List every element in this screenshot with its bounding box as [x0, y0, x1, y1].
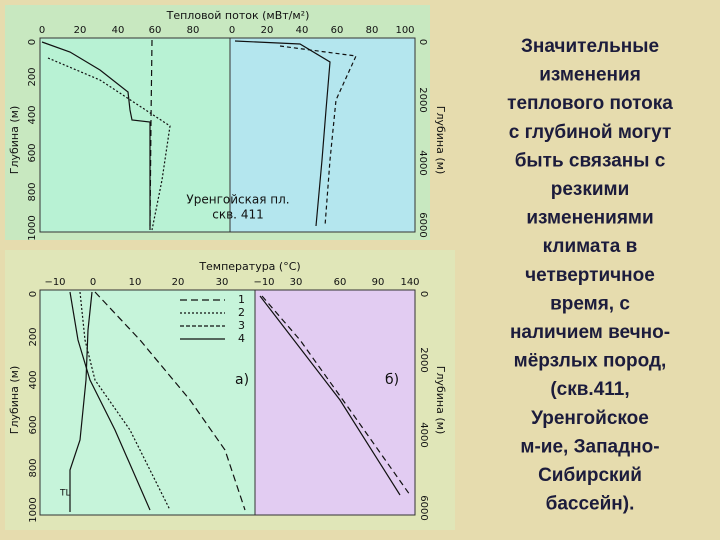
- y-tick-label: 6000: [418, 495, 429, 520]
- figure-title: Тепловой поток (мВт/м²): [166, 9, 310, 22]
- y-tick-label: 400: [28, 370, 39, 389]
- x-tick-label: 0: [229, 25, 235, 36]
- slide-text-line: резкими: [551, 179, 630, 200]
- y-axis-label: Глубина (м): [8, 366, 21, 435]
- slide-text-line: м-ие, Западно-: [520, 436, 659, 457]
- y-tick-label: 4000: [417, 150, 428, 175]
- slide-text-line: теплового потока: [507, 93, 673, 114]
- x-tick-label: 60: [334, 277, 347, 288]
- slide-text-line: наличием вечно-: [510, 322, 670, 343]
- curve: [94, 291, 246, 511]
- slide-text-line: с глубиной могут: [509, 122, 672, 143]
- curve: [41, 41, 151, 230]
- y-tick-label: 800: [28, 458, 39, 477]
- y-tick-label: 400: [27, 105, 38, 124]
- slide-text-line: быть связаны с: [515, 150, 666, 171]
- plot-panel: [39, 37, 231, 233]
- legend-label: 4: [238, 332, 245, 345]
- curve: [69, 291, 93, 512]
- plot-panel: [39, 289, 256, 516]
- x-tick-label: 30: [216, 277, 229, 288]
- annotation: Уренгойская пл.: [186, 193, 289, 207]
- x-tick-label: 60: [331, 25, 344, 36]
- slide-text-line: климата в: [543, 236, 638, 257]
- y-tick-label: 200: [27, 67, 38, 86]
- x-tick-label: 0: [39, 25, 45, 36]
- panel-label: б): [385, 372, 399, 388]
- plot-panel: [229, 37, 416, 233]
- slide-text-line: изменения: [539, 65, 641, 86]
- x-tick-label: 60: [149, 25, 162, 36]
- legend-label: 2: [238, 306, 245, 319]
- x-tick-label: 0: [90, 277, 96, 288]
- x-tick-label: 20: [261, 25, 274, 36]
- x-tick-label: 100: [395, 25, 414, 36]
- x-tick-label: 80: [187, 25, 200, 36]
- y-tick-label: 600: [28, 415, 39, 434]
- y-tick-label: 1000: [27, 215, 38, 240]
- slide-text-line: Сибирский: [538, 465, 642, 486]
- x-tick-label: 10: [129, 277, 142, 288]
- legend-label: 3: [238, 319, 245, 332]
- curve: [69, 291, 151, 511]
- x-tick-label: 140: [400, 277, 419, 288]
- y-tick-label: 200: [28, 327, 39, 346]
- x-tick-label: 80: [366, 25, 379, 36]
- y-tick-label: 0: [27, 39, 38, 45]
- y-tick-label: 2000: [417, 87, 428, 112]
- curve: [79, 291, 171, 511]
- slide-text-line: (скв.411,: [550, 379, 629, 400]
- curve: [47, 57, 171, 231]
- y-axis-label: Глубина (м): [434, 106, 447, 175]
- y-tick-label: 0: [417, 39, 428, 45]
- y-tick-label: 0: [28, 291, 39, 297]
- slide-text-line: Значительные: [521, 36, 659, 57]
- slide-text-line: четвертичное: [525, 265, 655, 286]
- legend: 1 2 3 4: [180, 293, 245, 345]
- y-tick-label: 600: [27, 143, 38, 162]
- x-tick-label: 30: [290, 277, 303, 288]
- curve: [259, 295, 401, 496]
- y-tick-label: 800: [27, 182, 38, 201]
- figure-title: Температура (°C): [198, 260, 300, 273]
- y-tick-label: 6000: [417, 212, 428, 237]
- x-tick-label: 20: [74, 25, 87, 36]
- x-tick-label: 40: [112, 25, 125, 36]
- legend-label: 1: [238, 293, 245, 306]
- curve: [234, 40, 331, 227]
- x-tick-label: −10: [253, 277, 274, 288]
- slide-text-line: мёрзлых пород,: [514, 351, 667, 372]
- y-tick-label: 2000: [418, 347, 429, 372]
- slide-text-line: Уренгойское: [531, 408, 649, 429]
- x-tick-label: 20: [172, 277, 185, 288]
- curve-label: TL: [59, 489, 71, 499]
- y-tick-label: 1000: [28, 497, 39, 522]
- y-axis-label: Глубина (м): [434, 366, 447, 435]
- slide-text-line: бассейн).: [546, 494, 635, 515]
- x-tick-label: 90: [372, 277, 385, 288]
- y-tick-label: 0: [418, 291, 429, 297]
- slide-text-line: время, с: [550, 293, 630, 314]
- x-tick-label: −10: [44, 277, 65, 288]
- annotation: скв. 411: [212, 208, 263, 222]
- curve: [279, 45, 357, 227]
- curve: [261, 295, 411, 496]
- y-axis-label: Глубина (м): [8, 106, 21, 175]
- x-tick-label: 40: [296, 25, 309, 36]
- y-tick-label: 4000: [418, 422, 429, 447]
- slide-text-line: изменениями: [526, 208, 653, 229]
- panel-label: а): [235, 372, 249, 388]
